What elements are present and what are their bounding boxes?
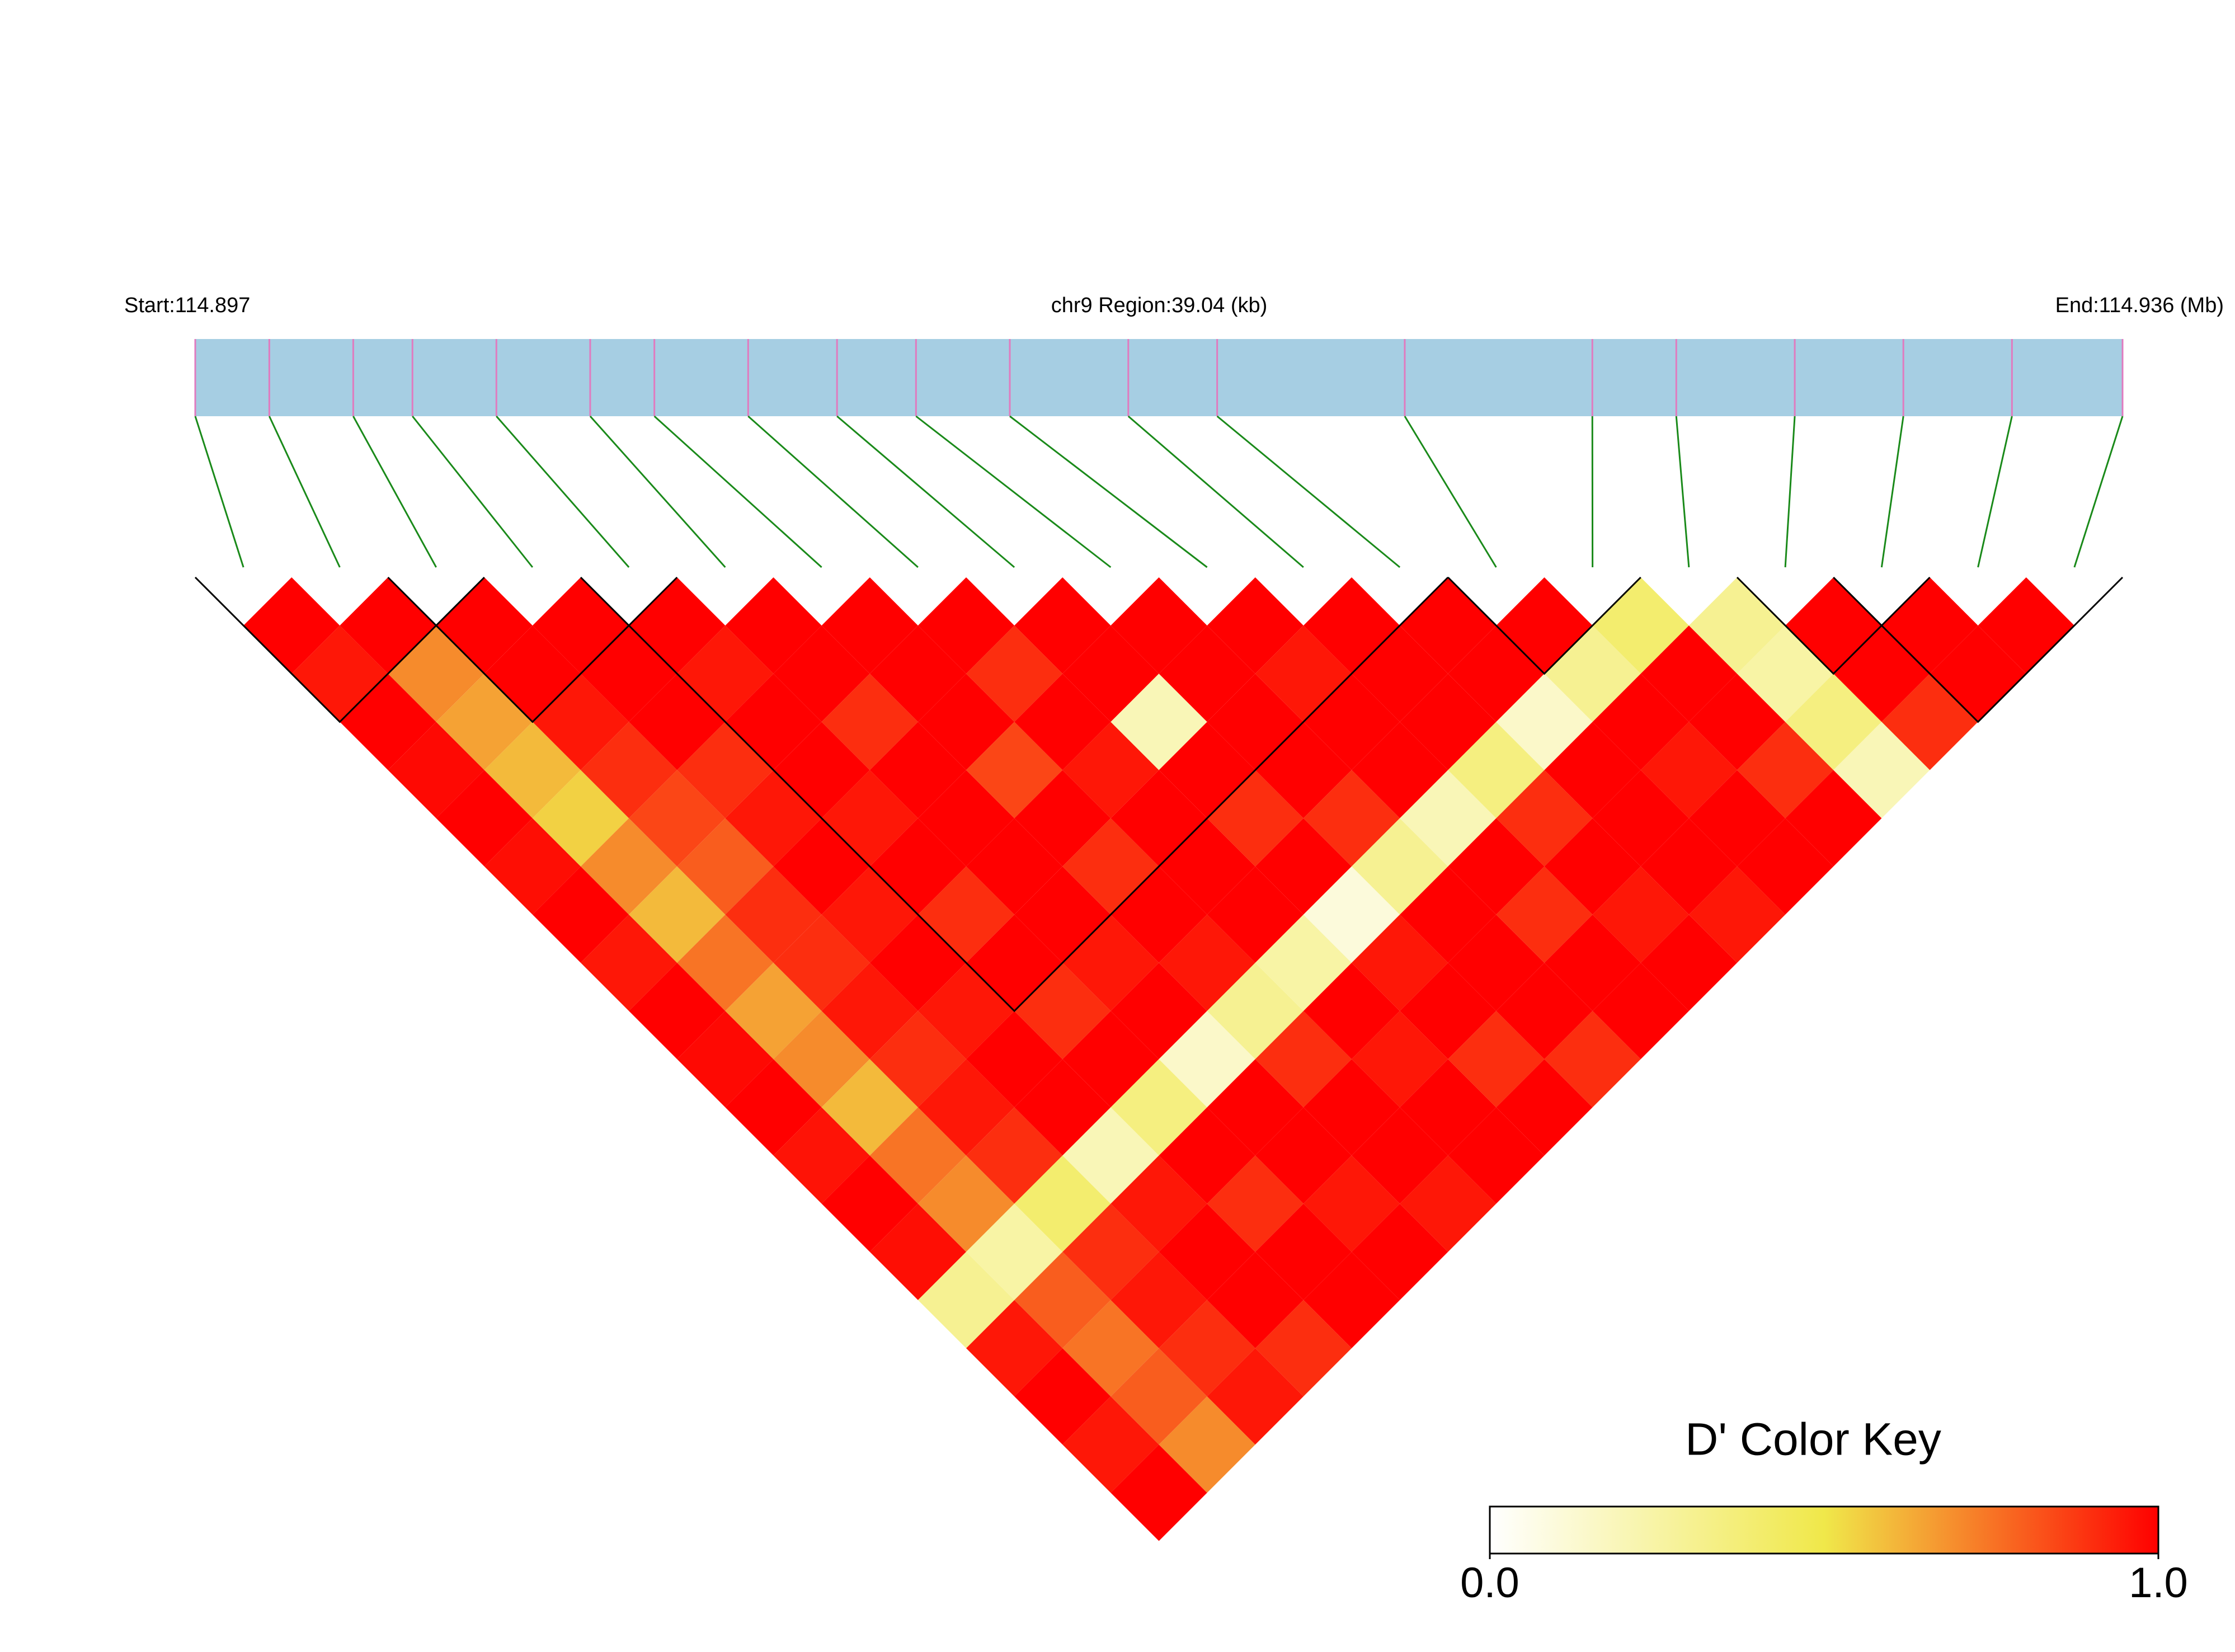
snp-connector [1127,415,1304,568]
haplotype-block [1833,576,2124,723]
snp-connector [1880,416,1904,568]
color-key-bar [1489,1505,2159,1555]
snp-connector [352,416,437,568]
snp-connector [1675,416,1690,568]
snp-connector [412,416,534,568]
end-label: End:114.936 (Mb) [2055,294,2224,317]
start-label: Start:114.897 [124,294,250,317]
snp-connector [915,415,1112,568]
snp-track [195,339,2123,416]
snp-connector [1404,416,1497,568]
snp-connector [1216,415,1401,568]
color-key-label: 0.0 [1460,1559,1519,1607]
snp-connector [496,416,630,568]
snp-connector [747,415,919,568]
snp-connector [2073,416,2124,568]
snp-connector [836,415,1015,568]
snp-connector [653,415,822,568]
color-key-title: D' Color Key [1685,1414,1941,1465]
snp-connector [269,416,341,568]
snp-connector [1009,415,1208,568]
haplotype-block [1447,576,1641,675]
snp-connector [1784,416,1796,568]
snp-connector [589,416,726,568]
haplotype-block [1736,576,1931,675]
snp-connector [194,416,244,568]
color-key-label: 1.0 [2129,1559,2188,1607]
snp-connector [1977,416,2013,568]
region-label: chr9 Region:39.04 (kb) [1051,294,1268,317]
haplotype-block [580,576,1449,1013]
